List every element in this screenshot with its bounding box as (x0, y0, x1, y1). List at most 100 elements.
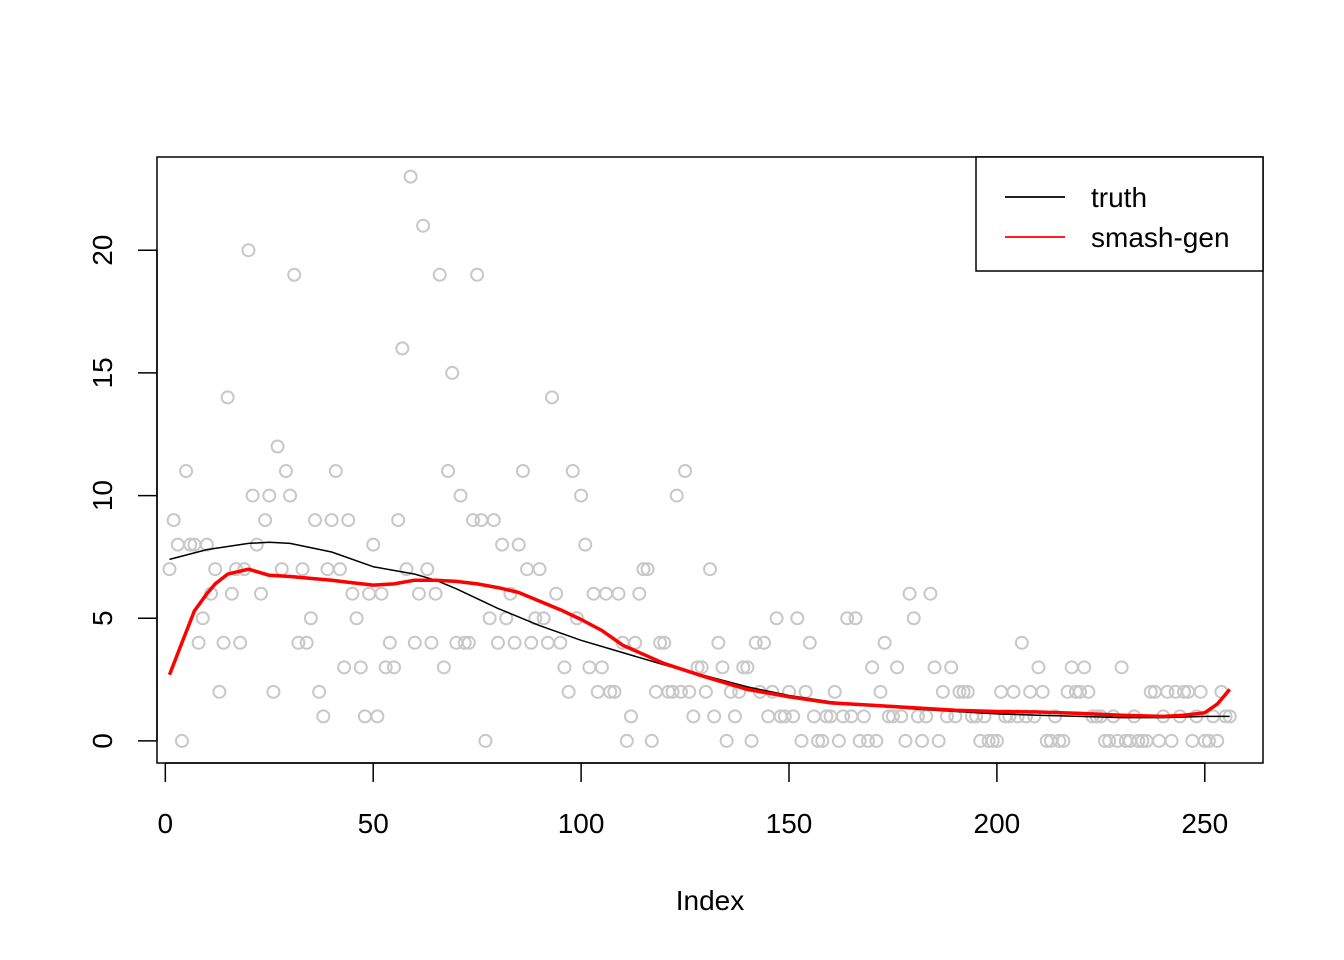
data-point (1014, 635, 1029, 650)
data-point (952, 684, 967, 699)
data-point (590, 684, 605, 699)
data-point (1160, 684, 1175, 699)
data-point (407, 635, 422, 650)
data-point (411, 586, 426, 601)
y-tick-label: 20 (87, 235, 118, 266)
y-tick-label: 0 (87, 733, 118, 749)
x-tick-label: 100 (558, 808, 605, 839)
data-point (894, 709, 909, 724)
data-point (586, 586, 601, 601)
data-point (312, 684, 327, 699)
data-point (349, 611, 364, 626)
x-tick-label: 50 (358, 808, 389, 839)
data-point (478, 733, 493, 748)
data-point (216, 635, 231, 650)
data-point (744, 733, 759, 748)
data-point (549, 586, 564, 601)
data-point (241, 243, 256, 258)
data-point (299, 635, 314, 650)
data-point (266, 684, 281, 699)
data-point (174, 733, 189, 748)
y-tick-label: 10 (87, 480, 118, 511)
data-point (682, 684, 697, 699)
data-point (253, 586, 268, 601)
data-point (619, 733, 634, 748)
data-point (233, 635, 248, 650)
data-point (295, 562, 310, 577)
data-point (1073, 684, 1088, 699)
data-point (391, 513, 406, 528)
data-point (461, 635, 476, 650)
data-point (320, 562, 335, 577)
data-point (594, 660, 609, 675)
data-point (827, 684, 842, 699)
series-line-smash-gen (167, 567, 1232, 719)
data-point (1210, 733, 1225, 748)
data-point (515, 464, 530, 479)
data-point (852, 733, 867, 748)
data-point (1023, 684, 1038, 699)
data-point (378, 660, 393, 675)
data-point (287, 267, 302, 282)
data-point (432, 267, 447, 282)
data-point (532, 562, 547, 577)
x-axis-title: Index (676, 885, 745, 916)
data-point (769, 611, 784, 626)
data-point (486, 513, 501, 528)
data-point (648, 684, 663, 699)
data-point (1164, 733, 1179, 748)
data-point (1114, 660, 1129, 675)
data-point (736, 660, 751, 675)
data-point (170, 537, 185, 552)
data-point (345, 586, 360, 601)
data-point (910, 709, 925, 724)
data-point (303, 611, 318, 626)
data-point (195, 611, 210, 626)
data-point (565, 464, 580, 479)
data-point (906, 611, 921, 626)
data-point (815, 733, 830, 748)
data-point (686, 709, 701, 724)
data-point (719, 733, 734, 748)
data-point (262, 488, 277, 503)
data-point (328, 464, 343, 479)
data-point (191, 635, 206, 650)
data-point (490, 635, 505, 650)
data-point (332, 562, 347, 577)
data-point (640, 562, 655, 577)
data-point (245, 488, 260, 503)
data-point (607, 684, 622, 699)
data-point (308, 513, 322, 528)
x-tick-label: 250 (1181, 808, 1228, 839)
data-point (457, 635, 472, 650)
data-point (877, 635, 892, 650)
y-tick-label: 5 (87, 610, 118, 626)
data-point (989, 733, 1004, 748)
data-point (603, 684, 618, 699)
data-point (856, 709, 871, 724)
data-point (915, 733, 930, 748)
data-point (956, 684, 971, 699)
data-point (715, 660, 730, 675)
data-point (208, 562, 223, 577)
data-point (470, 267, 485, 282)
data-point (183, 537, 198, 552)
data-point (511, 537, 526, 552)
data-point (453, 488, 468, 503)
data-point (711, 635, 726, 650)
data-point (1031, 660, 1046, 675)
data-point (283, 488, 298, 503)
data-point (274, 562, 289, 577)
data-point (798, 684, 813, 699)
data-point (960, 684, 975, 699)
data-point (1102, 733, 1117, 748)
data-point (366, 537, 381, 552)
data-point (545, 390, 559, 405)
legend-label-smash-gen: smash-gen (1091, 222, 1230, 253)
data-point (466, 513, 480, 528)
data-point (740, 660, 755, 675)
data-point (1006, 684, 1021, 699)
data-point (1064, 660, 1079, 675)
data-point (1131, 733, 1146, 748)
data-point (898, 733, 913, 748)
